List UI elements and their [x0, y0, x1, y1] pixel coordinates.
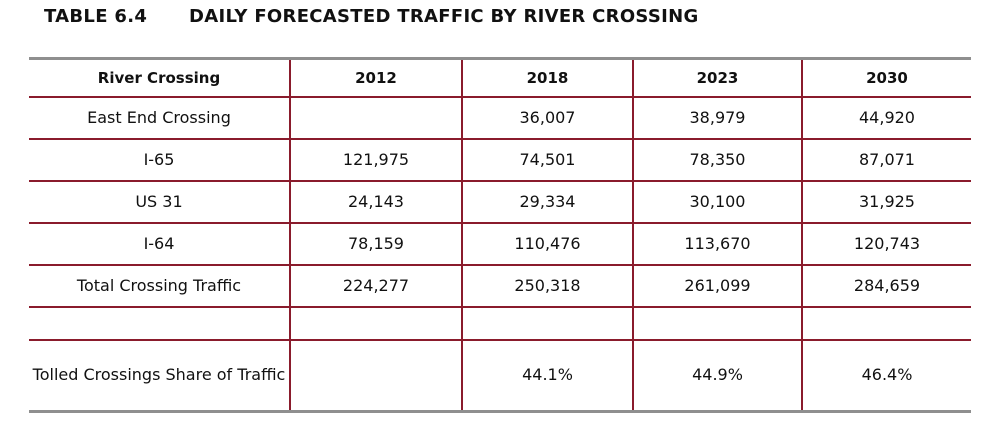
- table-cell: [290, 306, 463, 341]
- table-cell: 78,159: [290, 222, 463, 266]
- column-header: 2030: [802, 57, 971, 98]
- column-header: 2018: [462, 57, 634, 98]
- column-header: River Crossing: [29, 57, 291, 98]
- row-label: [29, 306, 291, 341]
- table-cell: 78,350: [633, 138, 803, 182]
- table-cell: 31,925: [802, 180, 971, 224]
- table-cell: 74,501: [462, 138, 634, 182]
- table-cell: [462, 306, 634, 341]
- table-title: DAILY FORECASTED TRAFFIC BY RIVER CROSSI…: [189, 6, 699, 27]
- row-label: US 31: [29, 180, 291, 224]
- table-cell: 30,100: [633, 180, 803, 224]
- header-row: River Crossing 2012 2018 2023 2030: [29, 57, 971, 98]
- share-row: Tolled Crossings Share of Traffic 44.1% …: [29, 339, 971, 413]
- table-cell: 110,476: [462, 222, 634, 266]
- table-cell: 250,318: [462, 264, 634, 308]
- table-cell: 24,143: [290, 180, 463, 224]
- table-number: TABLE 6.4: [44, 6, 148, 27]
- table-cell: [633, 306, 803, 341]
- table-cell: [290, 339, 463, 413]
- table-cell: 44.1%: [462, 339, 634, 413]
- row-label: East End Crossing: [29, 96, 291, 140]
- traffic-table: River Crossing 2012 2018 2023 2030 East …: [29, 57, 971, 413]
- total-row: Total Crossing Traffic 224,277 250,318 2…: [29, 264, 971, 308]
- row-label: Tolled Crossings Share of Traffic: [29, 339, 291, 413]
- row-label: Total Crossing Traffic: [29, 264, 291, 308]
- column-header: 2023: [633, 57, 803, 98]
- table-row: East End Crossing 36,007 38,979 44,920: [29, 96, 971, 140]
- table-cell: 113,670: [633, 222, 803, 266]
- table-cell: 46.4%: [802, 339, 971, 413]
- table-cell: 224,277: [290, 264, 463, 308]
- table-row: US 31 24,143 29,334 30,100 31,925: [29, 180, 971, 224]
- table-cell: 38,979: [633, 96, 803, 140]
- table-cell: 44,920: [802, 96, 971, 140]
- table-cell: [290, 96, 463, 140]
- row-label: I-65: [29, 138, 291, 182]
- column-header: 2012: [290, 57, 463, 98]
- table-cell: 120,743: [802, 222, 971, 266]
- row-label: I-64: [29, 222, 291, 266]
- table-cell: [802, 306, 971, 341]
- table-row: I-65 121,975 74,501 78,350 87,071: [29, 138, 971, 182]
- table-row: I-64 78,159 110,476 113,670 120,743: [29, 222, 971, 266]
- table-caption: TABLE 6.4 DAILY FORECASTED TRAFFIC BY RI…: [44, 6, 698, 27]
- table-cell: 44.9%: [633, 339, 803, 413]
- table-cell: 121,975: [290, 138, 463, 182]
- table-cell: 29,334: [462, 180, 634, 224]
- table-cell: 284,659: [802, 264, 971, 308]
- table-cell: 87,071: [802, 138, 971, 182]
- table-cell: 36,007: [462, 96, 634, 140]
- blank-row: [29, 306, 971, 341]
- table-cell: 261,099: [633, 264, 803, 308]
